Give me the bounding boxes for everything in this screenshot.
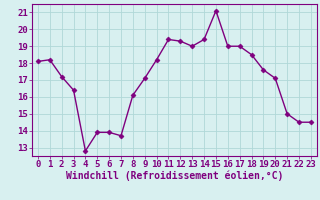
X-axis label: Windchill (Refroidissement éolien,°C): Windchill (Refroidissement éolien,°C): [66, 171, 283, 181]
